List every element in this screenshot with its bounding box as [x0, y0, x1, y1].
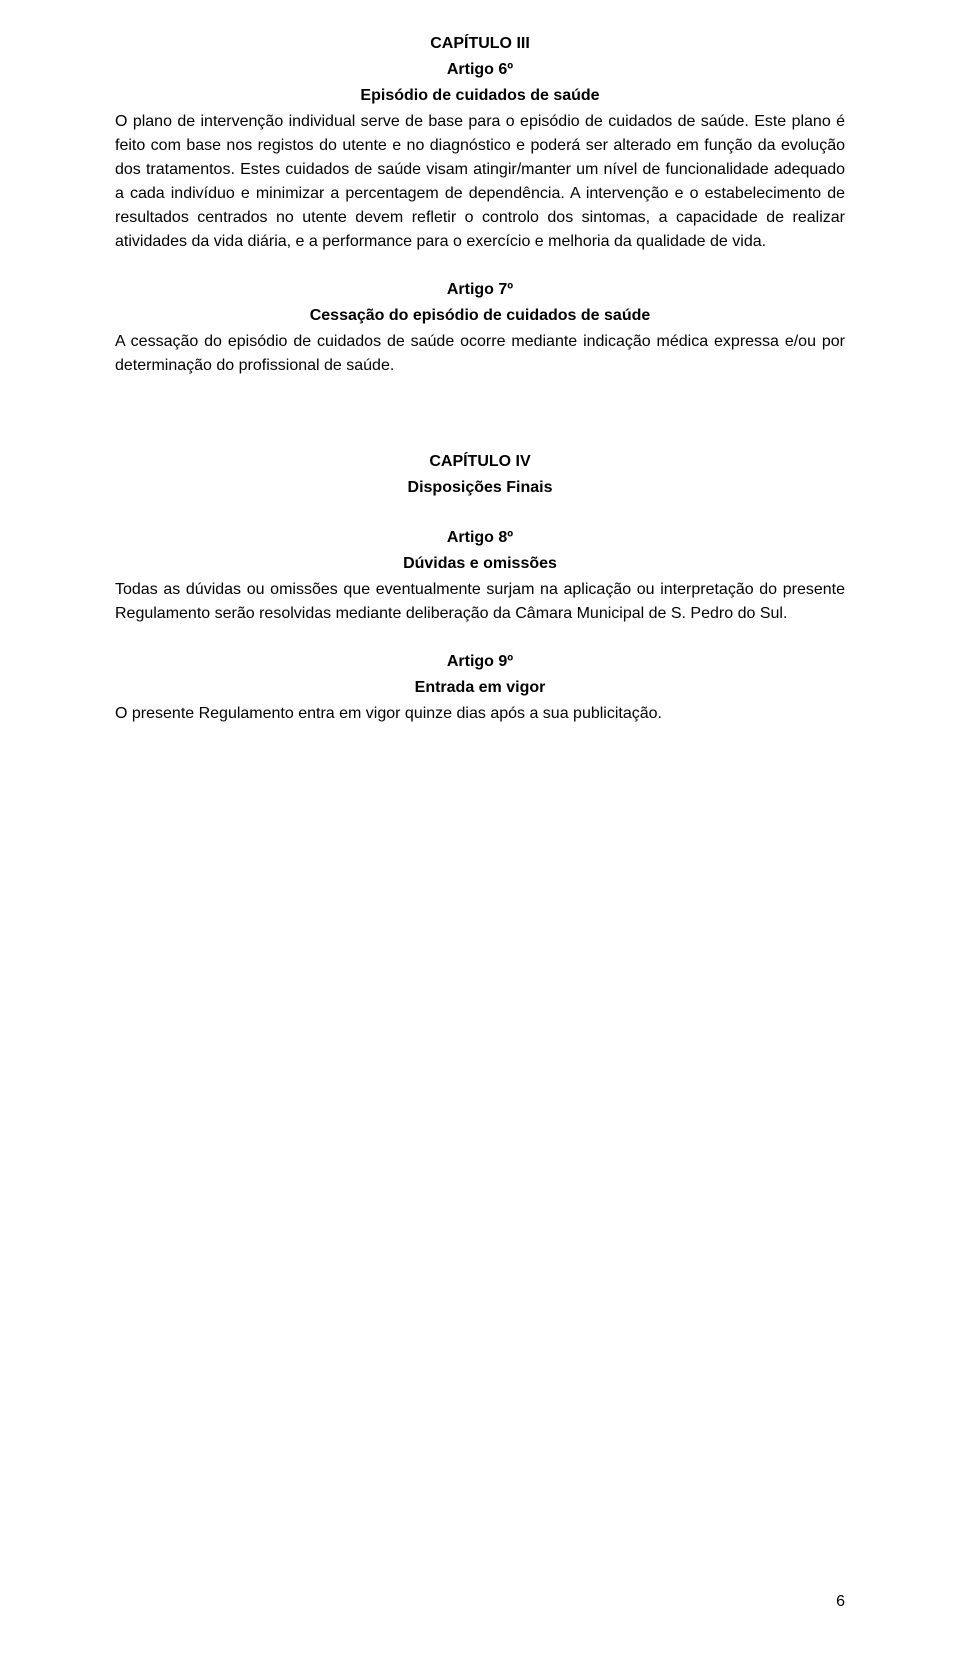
chapter-4-title: CAPÍTULO IV: [115, 450, 845, 474]
article-8-title: Dúvidas e omissões: [115, 552, 845, 576]
page-number: 6: [836, 1590, 845, 1614]
article-9-body: O presente Regulamento entra em vigor qu…: [115, 702, 845, 726]
article-9-number: Artigo 9º: [115, 650, 845, 674]
article-7-number: Artigo 7º: [115, 278, 845, 302]
article-7-body: A cessação do episódio de cuidados de sa…: [115, 330, 845, 378]
article-9-title: Entrada em vigor: [115, 676, 845, 700]
article-6-title: Episódio de cuidados de saúde: [115, 84, 845, 108]
article-6-number: Artigo 6º: [115, 58, 845, 82]
article-8-number: Artigo 8º: [115, 526, 845, 550]
article-6-body: O plano de intervenção individual serve …: [115, 110, 845, 254]
article-7-title: Cessação do episódio de cuidados de saúd…: [115, 304, 845, 328]
article-8-body: Todas as dúvidas ou omissões que eventua…: [115, 578, 845, 626]
chapter-4-subtitle: Disposições Finais: [115, 476, 845, 500]
chapter-3-title: CAPÍTULO III: [115, 32, 845, 56]
